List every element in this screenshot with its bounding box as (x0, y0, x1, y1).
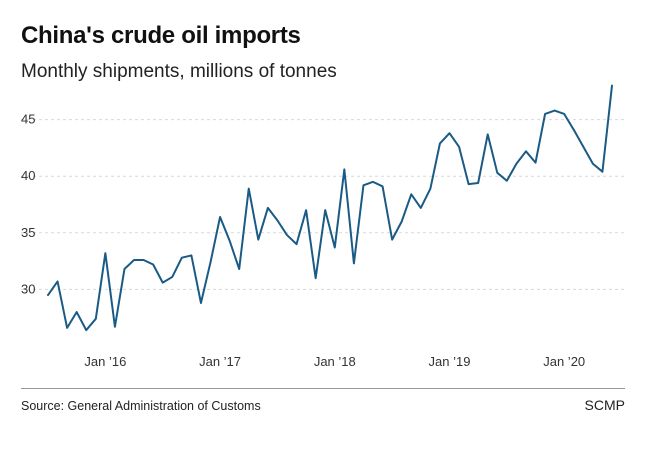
y-tick-label-45: 45 (21, 112, 35, 127)
data-point (371, 179, 376, 184)
data-point (523, 149, 528, 154)
x-tick-label-3: Jan ’19 (429, 354, 471, 369)
data-point (390, 237, 395, 242)
data-point (284, 233, 289, 238)
data-point (65, 325, 70, 330)
data-point (485, 132, 490, 137)
data-point (399, 219, 404, 224)
data-point (141, 257, 146, 262)
y-axis-ticks: 30 35 40 45 (21, 112, 35, 297)
data-point (323, 208, 328, 213)
data-point (208, 260, 213, 265)
series-line-crude-oil-imports (47, 84, 613, 332)
data-point (170, 274, 175, 279)
data-point (332, 245, 337, 250)
data-point (112, 324, 117, 329)
chart-subtitle: Monthly shipments, millions of tonnes (21, 61, 337, 82)
data-point (610, 83, 615, 88)
data-point (189, 253, 194, 258)
source-note: Source: General Administration of Custom… (21, 399, 261, 413)
data-point (275, 218, 280, 223)
data-point (428, 186, 433, 191)
data-point (476, 181, 481, 186)
data-point (409, 192, 414, 197)
data-point (218, 214, 223, 219)
brand-logo: SCMP (584, 397, 625, 413)
data-point (160, 280, 165, 285)
data-point (304, 208, 309, 213)
data-point (581, 144, 586, 149)
data-point (122, 267, 127, 272)
data-point (84, 328, 89, 333)
data-point (313, 276, 318, 281)
footer-divider (21, 388, 625, 389)
data-point (265, 205, 270, 210)
data-point (132, 257, 137, 262)
data-point (600, 169, 605, 174)
x-tick-label-0: Jan ’16 (84, 354, 126, 369)
y-tick-label-35: 35 (21, 225, 35, 240)
data-point (437, 141, 442, 146)
y-tick-label-40: 40 (21, 168, 35, 183)
data-point (294, 242, 299, 247)
y-tick-label-30: 30 (21, 281, 35, 296)
data-point (495, 170, 500, 175)
data-point (246, 186, 251, 191)
data-point (198, 300, 203, 305)
series-layer (46, 83, 615, 333)
data-point (227, 238, 232, 243)
data-point (151, 262, 156, 267)
data-point (533, 160, 538, 165)
data-point (55, 279, 60, 284)
x-axis-ticks: Jan ’16 Jan ’17 Jan ’18 Jan ’19 Jan ’20 (84, 354, 585, 369)
data-point (256, 237, 261, 242)
gridlines (21, 119, 625, 290)
data-point (179, 255, 184, 260)
data-point (93, 316, 98, 321)
x-tick-label-2: Jan ’18 (314, 354, 356, 369)
data-point (74, 310, 79, 315)
data-point (571, 127, 576, 132)
data-point (103, 251, 108, 256)
data-point (361, 183, 366, 188)
data-point (466, 182, 471, 187)
x-tick-label-1: Jan ’17 (199, 354, 241, 369)
x-tick-label-4: Jan ’20 (543, 354, 585, 369)
data-point (562, 111, 567, 116)
data-point (543, 111, 548, 116)
data-point (514, 161, 519, 166)
data-point (552, 108, 557, 113)
data-point (237, 267, 242, 272)
data-point (46, 293, 51, 298)
data-point (380, 184, 385, 189)
data-point (504, 178, 509, 183)
data-point (457, 144, 462, 149)
data-point (590, 161, 595, 166)
data-point (447, 131, 452, 136)
data-point (351, 261, 356, 266)
data-point (342, 167, 347, 172)
chart-title: China's crude oil imports (21, 22, 301, 49)
data-point (418, 205, 423, 210)
